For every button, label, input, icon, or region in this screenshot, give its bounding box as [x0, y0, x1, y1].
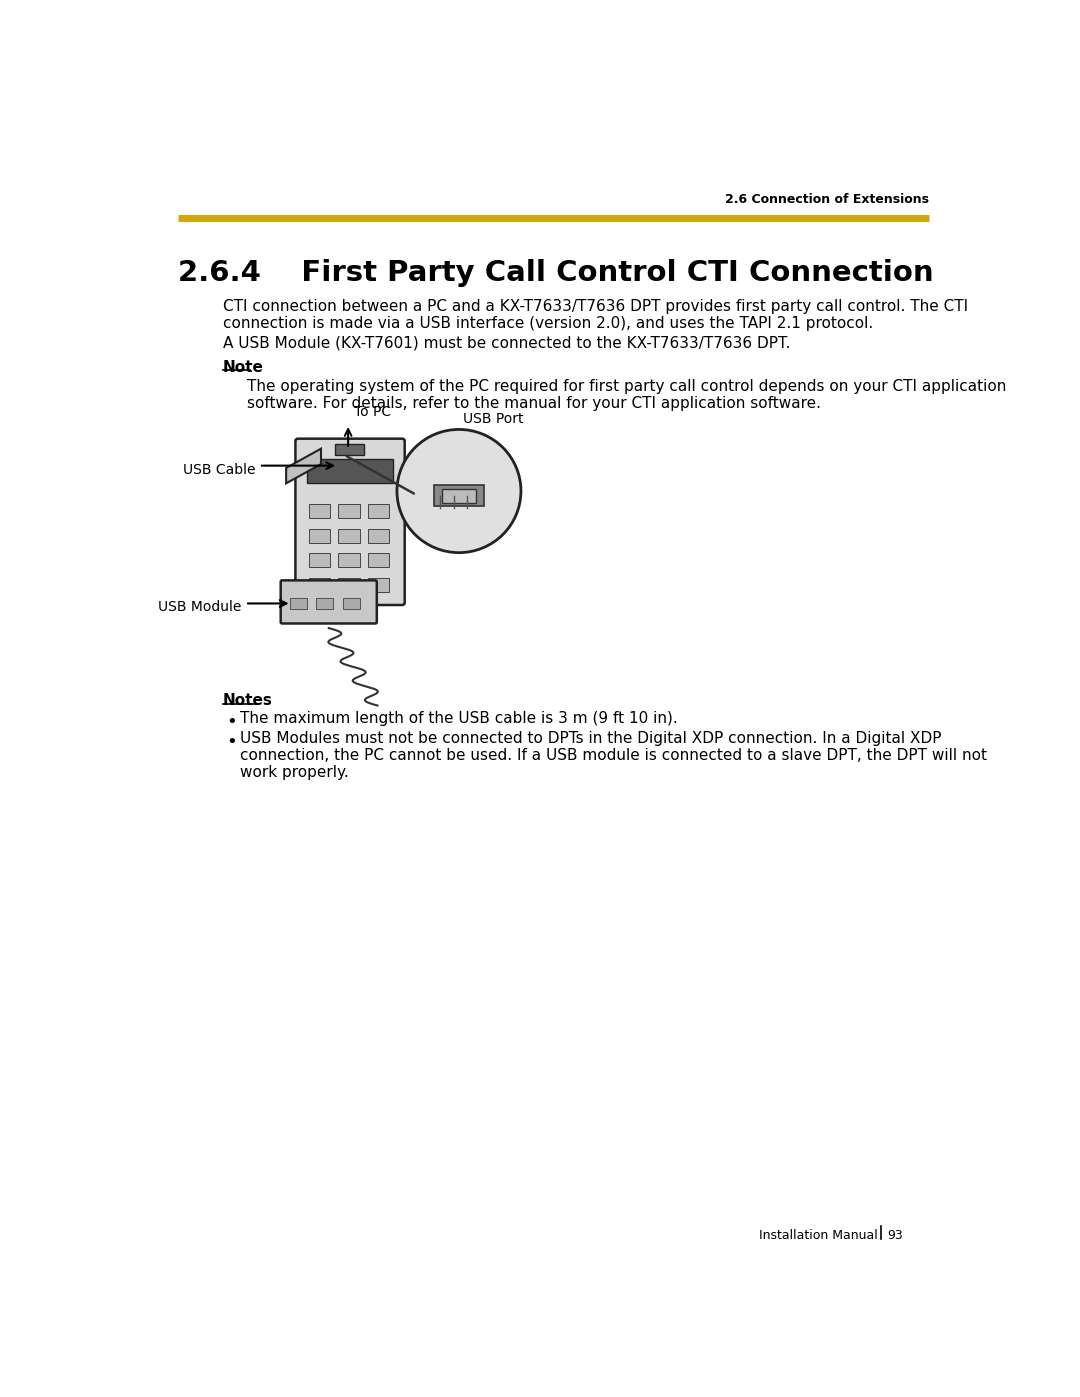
Text: •: •	[227, 712, 238, 731]
Text: software. For details, refer to the manual for your CTI application software.: software. For details, refer to the manu…	[247, 397, 822, 411]
Text: USB Cable: USB Cable	[183, 462, 255, 476]
Text: Notes: Notes	[222, 693, 272, 708]
Bar	[367, 529, 389, 542]
Bar	[309, 504, 330, 518]
Bar	[335, 444, 364, 455]
Text: Note: Note	[222, 360, 264, 376]
Bar	[367, 504, 389, 518]
Text: USB Modules must not be connected to DPTs in the Digital XDP connection. In a Di: USB Modules must not be connected to DPT…	[240, 731, 941, 746]
Text: 2.6 Connection of Extensions: 2.6 Connection of Extensions	[726, 193, 930, 207]
Text: To PC: To PC	[353, 405, 391, 419]
FancyBboxPatch shape	[296, 439, 405, 605]
Bar	[367, 553, 389, 567]
Bar	[367, 578, 389, 592]
Text: USB Port: USB Port	[463, 412, 524, 426]
Bar	[338, 504, 360, 518]
Text: •: •	[227, 733, 238, 750]
Circle shape	[397, 429, 521, 553]
Bar	[338, 529, 360, 542]
Bar	[342, 598, 360, 609]
Text: Installation Manual: Installation Manual	[759, 1229, 877, 1242]
Bar	[442, 489, 476, 503]
Text: The operating system of the PC required for first party call control depends on : The operating system of the PC required …	[247, 380, 1007, 394]
Bar	[309, 529, 330, 542]
Text: USB Module: USB Module	[158, 601, 241, 615]
Bar	[309, 553, 330, 567]
Text: connection is made via a USB interface (version 2.0), and uses the TAPI 2.1 prot: connection is made via a USB interface (…	[222, 316, 873, 331]
Text: connection, the PC cannot be used. If a USB module is connected to a slave DPT, : connection, the PC cannot be used. If a …	[240, 749, 987, 763]
Bar	[434, 485, 484, 507]
Text: 2.6.4    First Party Call Control CTI Connection: 2.6.4 First Party Call Control CTI Conne…	[177, 258, 933, 286]
Bar	[316, 598, 334, 609]
Polygon shape	[286, 448, 321, 483]
Bar	[307, 458, 393, 483]
Bar	[309, 578, 330, 592]
Bar	[338, 578, 360, 592]
Text: work properly.: work properly.	[240, 766, 349, 780]
Bar	[291, 598, 307, 609]
Text: A USB Module (KX-T7601) must be connected to the KX-T7633/T7636 DPT.: A USB Module (KX-T7601) must be connecte…	[222, 335, 791, 351]
FancyBboxPatch shape	[281, 580, 377, 623]
Text: CTI connection between a PC and a KX-T7633/T7636 DPT provides first party call c: CTI connection between a PC and a KX-T76…	[222, 299, 968, 313]
Text: The maximum length of the USB cable is 3 m (9 ft 10 in).: The maximum length of the USB cable is 3…	[240, 711, 677, 726]
Bar	[338, 553, 360, 567]
Text: 93: 93	[887, 1229, 903, 1242]
